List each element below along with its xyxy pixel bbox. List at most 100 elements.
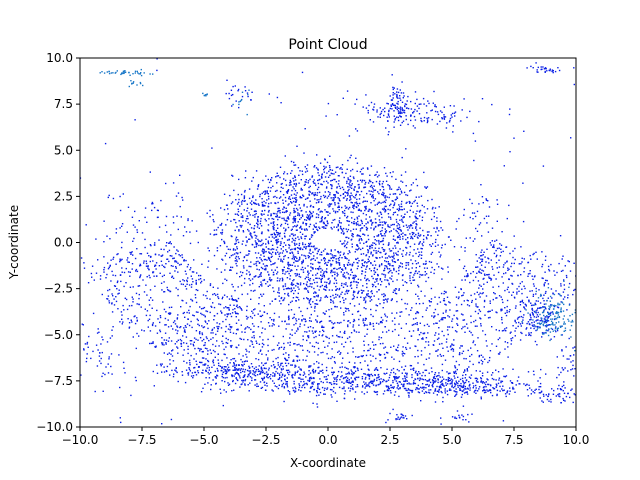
data-point	[455, 360, 458, 363]
data-point	[311, 385, 314, 388]
data-point	[167, 340, 170, 342]
data-point	[206, 367, 208, 369]
data-point	[381, 185, 383, 188]
data-point	[286, 239, 289, 241]
data-point	[346, 230, 348, 233]
data-point	[560, 285, 562, 287]
data-point	[458, 296, 460, 298]
data-point	[532, 370, 535, 372]
data-point	[312, 246, 315, 248]
data-point	[260, 349, 262, 351]
data-point	[90, 272, 93, 275]
data-point	[489, 300, 491, 302]
data-point	[396, 312, 398, 314]
data-point	[349, 302, 351, 305]
data-point	[151, 299, 154, 301]
data-point	[296, 282, 298, 285]
data-point	[147, 326, 149, 328]
data-point	[353, 330, 356, 332]
data-point	[304, 198, 307, 200]
data-point	[298, 288, 300, 290]
data-point	[501, 316, 503, 319]
data-point	[460, 246, 462, 248]
data-point	[285, 271, 287, 273]
data-point	[535, 310, 537, 312]
data-point	[276, 189, 278, 192]
data-point	[487, 390, 489, 392]
data-point	[536, 325, 538, 328]
data-point	[316, 315, 319, 317]
data-point	[367, 295, 370, 297]
data-point	[287, 362, 290, 365]
data-point	[312, 372, 315, 374]
data-point	[379, 381, 382, 383]
data-point	[243, 375, 246, 378]
data-point	[267, 242, 270, 245]
data-point	[384, 346, 387, 348]
data-point	[371, 375, 374, 377]
data-point	[359, 224, 362, 226]
data-point	[398, 267, 400, 269]
data-point	[312, 402, 314, 404]
data-point	[124, 372, 126, 374]
data-point	[172, 265, 174, 267]
data-point	[202, 350, 204, 353]
data-point	[482, 270, 485, 272]
data-point	[239, 271, 242, 273]
data-point	[412, 233, 414, 236]
data-point	[208, 320, 210, 322]
data-point	[302, 271, 305, 273]
data-point	[383, 249, 386, 251]
data-point	[236, 272, 238, 275]
data-point	[345, 257, 347, 259]
data-point	[397, 254, 399, 256]
data-point	[280, 296, 283, 299]
data-point	[204, 383, 206, 385]
data-point	[255, 210, 257, 212]
data-point	[416, 236, 419, 238]
data-point	[333, 377, 335, 379]
data-point	[280, 242, 282, 245]
data-point	[280, 241, 282, 243]
data-point	[216, 322, 218, 324]
data-point	[298, 343, 300, 346]
data-point	[543, 303, 546, 305]
data-point	[500, 380, 502, 382]
data-point	[292, 373, 294, 376]
data-point	[411, 374, 413, 376]
data-point	[265, 283, 267, 285]
data-point	[321, 174, 323, 176]
data-point	[367, 210, 369, 212]
data-point	[317, 209, 320, 211]
chart-title: Point Cloud	[288, 37, 367, 53]
data-point	[409, 190, 411, 192]
data-point	[498, 247, 500, 249]
data-point	[354, 370, 357, 372]
data-point	[334, 171, 337, 173]
data-point	[420, 331, 422, 334]
data-point	[309, 211, 312, 214]
data-point	[252, 370, 254, 372]
data-point	[421, 374, 423, 377]
data-point	[456, 310, 459, 312]
data-point	[409, 364, 412, 367]
data-point	[240, 338, 243, 340]
data-point	[294, 221, 296, 223]
data-point	[349, 196, 351, 199]
data-point	[339, 251, 342, 253]
data-point	[442, 396, 444, 399]
data-point	[345, 298, 347, 300]
data-point	[188, 284, 191, 286]
data-point	[370, 380, 372, 382]
data-point	[373, 267, 376, 270]
data-point	[237, 239, 239, 241]
data-point	[373, 390, 376, 393]
data-point	[481, 372, 484, 374]
data-point	[365, 354, 368, 357]
data-point	[266, 312, 268, 315]
data-point	[321, 219, 323, 221]
data-point	[412, 369, 415, 371]
data-point	[139, 265, 141, 267]
data-point	[241, 361, 244, 363]
data-point	[335, 296, 337, 298]
